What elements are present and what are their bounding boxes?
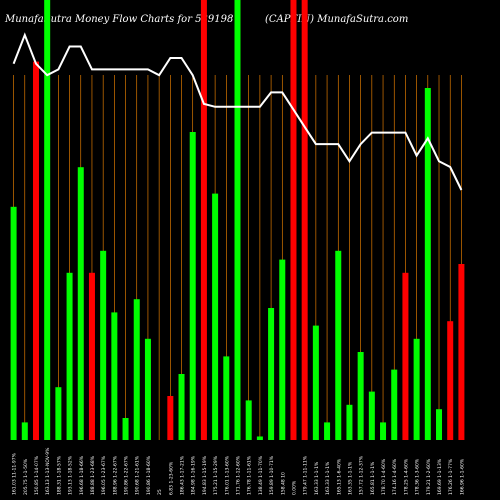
x-tick-label: 163.13 1-13-NOV-9%	[45, 447, 51, 495]
x-tick-label: 6.83 1-23-60%	[168, 461, 174, 495]
bar	[144, 338, 151, 440]
bar	[357, 352, 364, 440]
x-tick-label: 165.13 1-6-40%	[336, 458, 342, 495]
x-tick-label: 184.98 1-16-19%	[191, 455, 197, 495]
bar	[335, 250, 342, 440]
x-tick-label: 178.25 1-4-60%	[403, 458, 409, 495]
bar	[380, 422, 387, 440]
bar	[424, 88, 431, 440]
bar	[133, 299, 140, 440]
bar	[122, 418, 129, 440]
bar	[44, 0, 51, 440]
x-tick-label: 176.26 1-1-77%	[448, 458, 454, 495]
bar	[200, 0, 207, 440]
bar	[312, 325, 319, 440]
x-tick-labels: 161.03 11-11-97% 205.75 1-1-50% 150.85 1-1…	[12, 447, 466, 495]
x-tick-label: 163.35 1-1-1%	[347, 461, 353, 495]
bar	[55, 387, 62, 440]
chart-subtitle: (CAPFIN) MunafaSutra.com	[265, 14, 408, 25]
x-tick-label: 176.01 1-13-60%	[224, 455, 230, 495]
x-tick-label: 205.75 1-1-50%	[23, 458, 29, 495]
x-tick-label: 161.03 11-11-97%	[12, 452, 18, 495]
x-tick-label: 25	[157, 489, 163, 495]
bar	[346, 404, 353, 440]
x-tick-label: 190.86 1-18-60%	[146, 455, 152, 495]
x-tick-label: 178.70 1-4-60%	[381, 458, 387, 495]
x-tick-label: 175.21 1-15-29%	[213, 455, 219, 495]
x-tick-label: 163.33 1-1-1%	[314, 461, 320, 495]
bar	[301, 0, 308, 440]
x-tick-label: 190.68 1-21-61%	[135, 455, 141, 495]
x-tick-label: 188.96 1-22-67%	[112, 455, 118, 495]
bar	[223, 356, 230, 440]
bar	[234, 0, 241, 440]
x-tick-label: 178.36 1-3-60%	[415, 458, 421, 495]
bar	[88, 272, 95, 440]
x-tick-label: 179.21 1-2-60%	[426, 458, 432, 495]
x-tick-label: 196.05 1-23-67%	[101, 455, 107, 495]
bar	[290, 0, 297, 440]
bar	[77, 167, 84, 440]
bar	[447, 321, 454, 440]
x-tick-label: 150.85 1-14-07%	[34, 455, 40, 495]
x-tick-label: 174.16 1-4-60%	[392, 458, 398, 495]
x-tick-label: 163.33 1-1-1%	[325, 461, 331, 495]
x-tick-label: 188.88 1-23-68%	[90, 455, 96, 495]
x-tick-label: 158.48 10	[280, 472, 286, 495]
bar	[368, 391, 375, 440]
x-tick-label: 193.13 1-18-52%	[68, 455, 74, 495]
bar	[212, 193, 219, 440]
bar	[100, 250, 107, 440]
bar	[167, 396, 174, 440]
x-tick-label: 165.81 1-1-1%	[370, 461, 376, 495]
x-tick-label: 190.86 1-22-67%	[124, 455, 130, 495]
x-tick-label: 176.78 1-11-61%	[247, 455, 253, 495]
bar	[413, 338, 420, 440]
bar	[111, 312, 118, 440]
bar	[402, 272, 409, 440]
bar	[279, 259, 286, 440]
bar	[458, 264, 465, 440]
bar	[268, 308, 275, 440]
x-tick-label: 169.69 1-1-13%	[437, 458, 443, 495]
x-tick-label: 196.68 1-18-66%	[79, 455, 85, 495]
bar	[436, 409, 443, 440]
x-tick-label: 0.00%	[291, 480, 297, 495]
bar	[245, 400, 252, 440]
x-tick-label: 138.49 1-11-70%	[258, 455, 264, 495]
bar	[256, 436, 263, 440]
x-tick-label: 194.83 1-15-19%	[202, 455, 208, 495]
bar	[324, 422, 331, 440]
bar	[21, 422, 28, 440]
x-tick-label: 159.89 1-10-71%	[269, 455, 275, 495]
money-flow-line	[12, 32, 463, 191]
x-tick-label: 157.72 1-12-37%	[359, 455, 365, 495]
bar	[32, 61, 39, 440]
bars	[10, 0, 465, 440]
x-tick-label: 171.76 1-12-60%	[236, 455, 242, 495]
x-tick-label: 186.43 1-17-21%	[180, 455, 186, 495]
bar	[10, 206, 17, 440]
x-tick-label: 179.47 1-11-11%	[303, 455, 309, 495]
bar	[189, 132, 196, 440]
chart-title: MunafaSutra Money Flow Charts for 539198	[4, 14, 233, 25]
bar	[178, 374, 185, 440]
x-tick-label: 166.96 1-1-60%	[459, 458, 465, 495]
x-tick-label: 188.31 1-18-57%	[56, 455, 62, 495]
bar	[66, 272, 73, 440]
bar	[391, 369, 398, 440]
